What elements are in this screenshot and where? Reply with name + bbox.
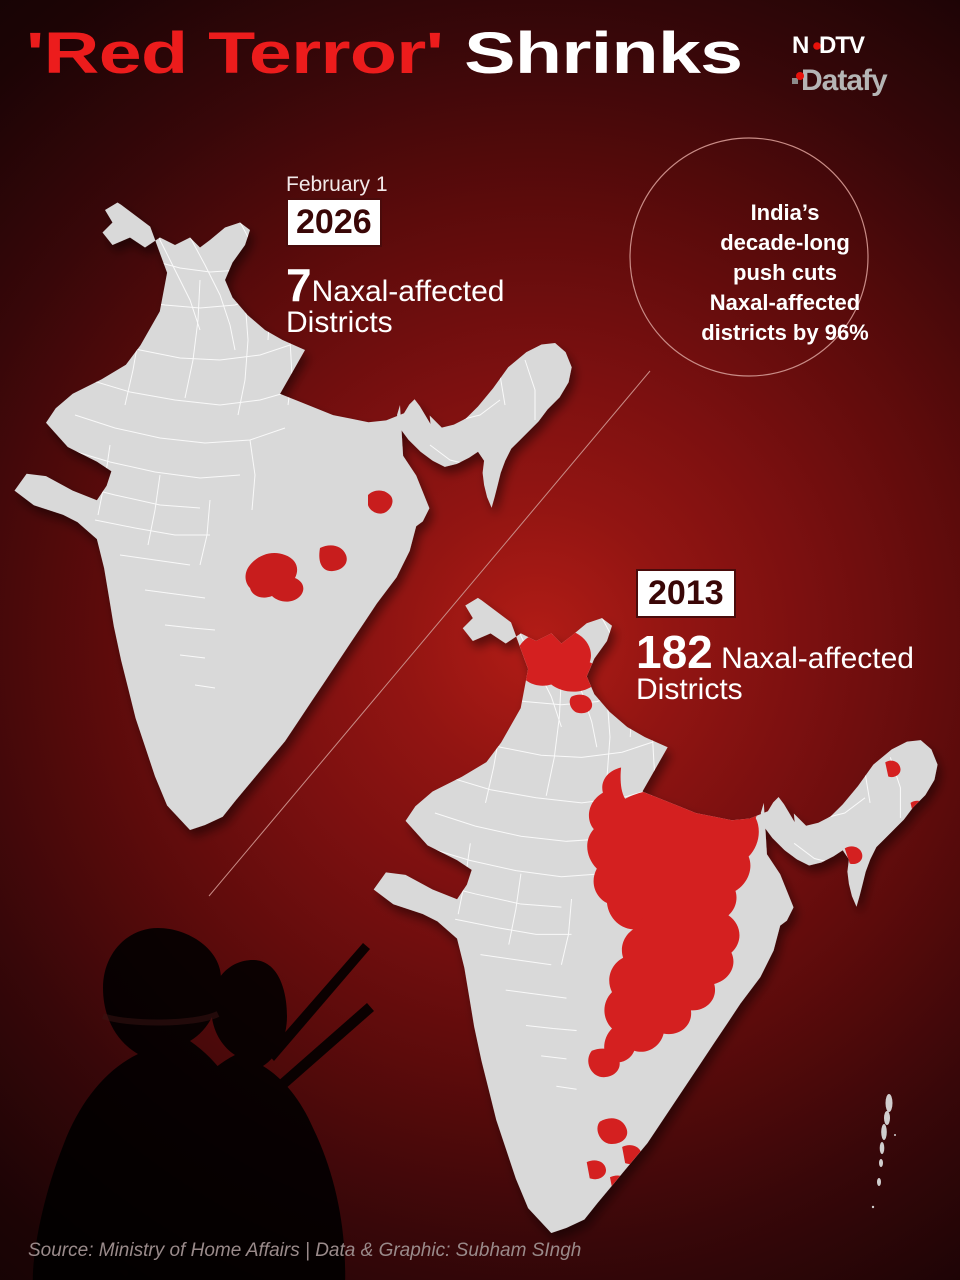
svg-text:DTV: DTV: [819, 32, 865, 59]
svg-text:N: N: [792, 32, 808, 59]
